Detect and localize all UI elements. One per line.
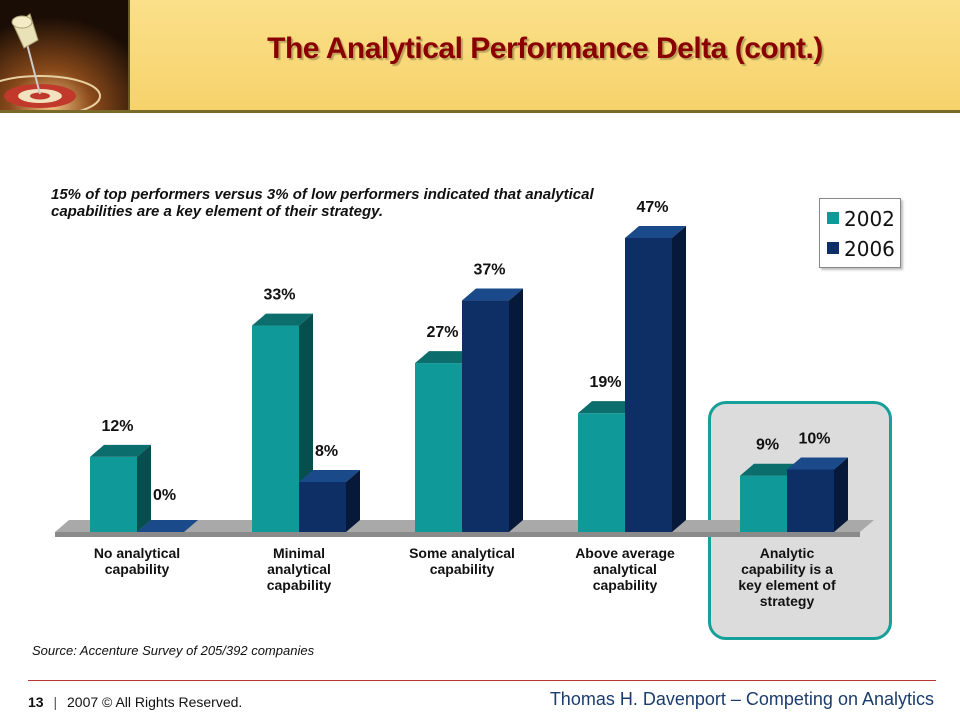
category-label-2-line-1: Minimal — [273, 545, 325, 561]
category-label-4-line-3: capability — [593, 577, 658, 593]
category-label-2-line-3: capability — [267, 577, 332, 593]
category-label-5-line-3: key element of — [738, 577, 836, 593]
category-label-4-line-2: analytical — [593, 561, 657, 577]
header-divider — [128, 0, 130, 112]
source-note: Source: Accenture Survey of 205/392 comp… — [32, 643, 315, 658]
legend-item-2002: 2002 — [827, 207, 895, 231]
category-label-3-line-1: Some analytical — [409, 545, 515, 561]
value-label-2002-2: 33% — [263, 287, 295, 304]
value-label-2006-5: 10% — [798, 430, 830, 447]
bar-top-2002-5 — [740, 463, 801, 476]
bar-side-2002-1 — [137, 444, 151, 532]
bar-2002-2 — [252, 325, 299, 532]
bar-2006-5 — [787, 469, 834, 532]
value-label-2002-1: 12% — [101, 418, 133, 435]
header-rule — [0, 110, 960, 113]
bar-2002-1 — [90, 456, 137, 532]
copyright: 2007 © All Rights Reserved. — [67, 694, 243, 710]
footer-rule — [28, 680, 936, 681]
bar-2006-4 — [625, 238, 672, 532]
bar-top-2002-4 — [578, 401, 639, 414]
value-label-2006-4: 47% — [636, 199, 668, 216]
legend-swatch-2006 — [827, 242, 839, 254]
legend-item-2006: 2006 — [827, 237, 895, 261]
bar-side-2006-3 — [509, 288, 523, 532]
footer-separator: | — [53, 694, 58, 710]
category-label-3-line-2: capability — [430, 561, 495, 577]
bar-side-2006-5 — [834, 457, 848, 532]
bar-2006-2 — [299, 481, 346, 532]
slide-header — [0, 0, 960, 112]
category-label-5-line-1: Analytic — [760, 545, 815, 561]
value-label-2006-2: 8% — [315, 443, 338, 460]
page-title: The Analytical Performance Delta (cont.) — [267, 32, 823, 65]
bar-top-2006-5 — [787, 457, 848, 470]
bar-top-2006-2 — [299, 469, 360, 482]
category-label-2-line-2: analytical — [267, 561, 331, 577]
page-number: 13 — [28, 694, 44, 710]
value-label-2006-1: 0% — [153, 487, 176, 504]
value-label-2002-4: 19% — [589, 374, 621, 391]
bar-2002-4 — [578, 413, 625, 532]
value-label-2002-3: 27% — [426, 324, 458, 341]
category-label-5-line-4: strategy — [760, 593, 815, 609]
bar-top-2006-4 — [625, 226, 686, 238]
category-label-1-line-1: No analytical — [94, 545, 180, 561]
legend-swatch-2002 — [827, 212, 839, 224]
value-label-2006-3: 37% — [473, 262, 505, 279]
category-label-4-line-1: Above average — [575, 545, 675, 561]
legend-label-2006: 2006 — [844, 237, 895, 261]
pushpin-target-icon — [0, 0, 128, 112]
bar-top-2002-3 — [415, 351, 476, 364]
bar-top-2006-1 — [137, 520, 198, 532]
footer-author: Thomas H. Davenport – Competing on Analy… — [549, 689, 934, 709]
bar-2002-3 — [415, 363, 462, 532]
legend: 2002 2006 — [819, 198, 901, 268]
bar-top-2006-3 — [462, 288, 523, 301]
bar-2002-5 — [740, 475, 787, 532]
category-label-5-line-2: capability is a — [741, 561, 833, 577]
bar-side-2006-4 — [672, 226, 686, 532]
chart-note: 15% of top performers versus 3% of low p… — [51, 186, 594, 220]
bar-top-2002-2 — [252, 313, 313, 326]
chart-floor-edge — [55, 532, 860, 537]
bar-top-2002-1 — [90, 444, 151, 457]
bar-2006-3 — [462, 300, 509, 532]
footer-left: 13 | 2007 © All Rights Reserved. — [28, 694, 242, 710]
category-label-1-line-2: capability — [105, 561, 170, 577]
bar-side-2006-2 — [346, 469, 360, 532]
legend-label-2002: 2002 — [844, 207, 895, 231]
value-label-2002-5: 9% — [756, 437, 779, 454]
